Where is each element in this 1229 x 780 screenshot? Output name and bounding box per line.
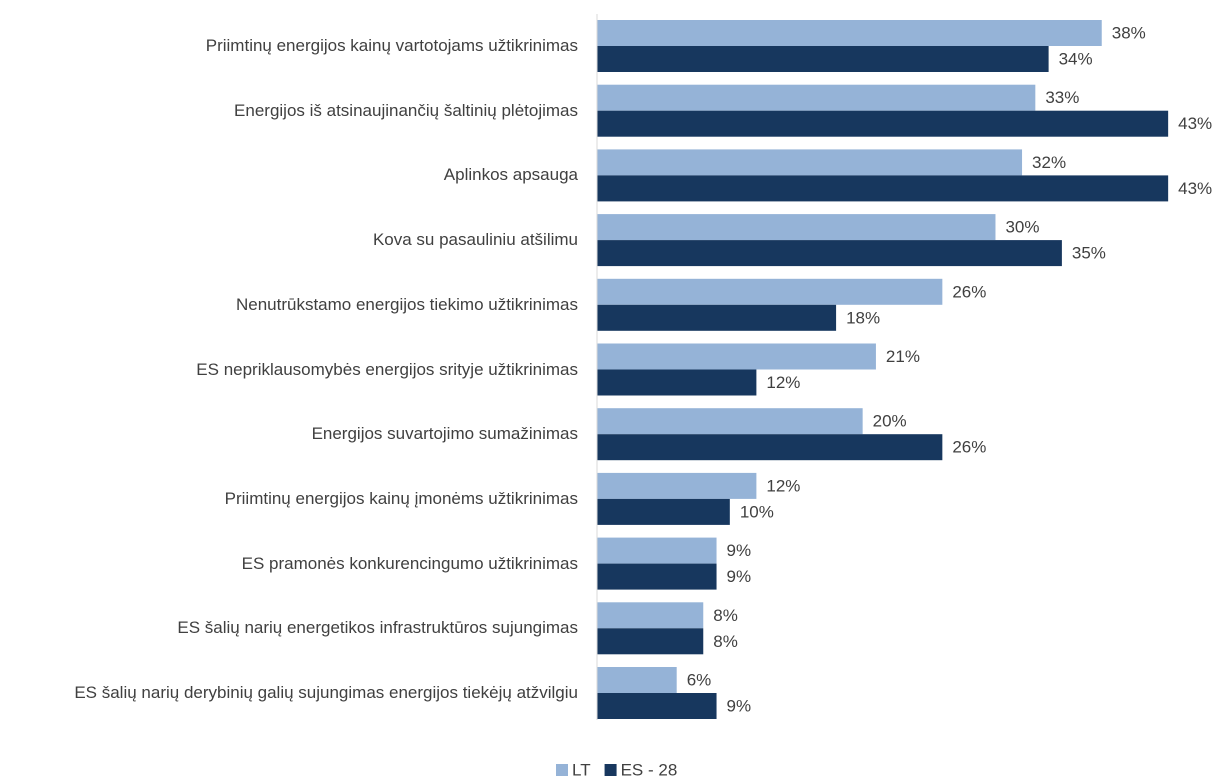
value-label: 35% <box>1072 244 1106 263</box>
bar <box>597 214 996 241</box>
category-text: ES šalių narių energetikos infrastruktūr… <box>177 618 578 638</box>
category-text: Priimtinų energijos kainų vartotojams už… <box>205 36 578 55</box>
category-text: Aplinkos apsauga <box>443 165 578 185</box>
value-label: 21% <box>886 347 920 366</box>
value-label: 9% <box>727 567 752 586</box>
category-label: Kova su pasauliniu atšilimu <box>8 214 578 266</box>
category-label: ES pramonės konkurencingumo užtikrinimas <box>8 538 578 590</box>
value-label: 9% <box>727 696 752 715</box>
bar <box>597 278 943 305</box>
value-label: 12% <box>766 476 800 495</box>
value-label: 38% <box>1112 23 1146 42</box>
value-label: 32% <box>1032 153 1066 172</box>
bar <box>597 175 1169 202</box>
category-text: Energijos iš atsinaujinančių šaltinių pl… <box>234 100 578 120</box>
bar <box>597 602 704 629</box>
category-text: ES pramonės konkurencingumo užtikrinimas <box>241 553 578 573</box>
bar <box>597 498 730 525</box>
bar <box>597 408 863 435</box>
value-label: 20% <box>873 412 907 431</box>
legend-label: ES - 28 <box>621 760 678 779</box>
bar <box>597 667 677 693</box>
bar <box>597 628 704 655</box>
category-text: ES šalių narių derybinių galių sujungima… <box>74 683 578 702</box>
category-text: Kova su pasauliniu atšilimu <box>372 230 578 250</box>
bar <box>597 563 717 590</box>
category-text: Priimtinų energijos kainų įmonėms užtikr… <box>224 488 578 508</box>
category-text: Nenutrūkstamo energijos tiekimo užtikrin… <box>235 294 578 314</box>
category-text: Energijos suvartojimo sumažinimas <box>311 424 578 444</box>
category-label: ES šalių narių energetikos infrastruktūr… <box>8 602 578 654</box>
bar <box>597 369 757 396</box>
bar <box>597 46 1049 72</box>
bar <box>597 20 1102 46</box>
category-label: Priimtinų energijos kainų vartotojams už… <box>8 20 578 72</box>
value-label: 12% <box>766 373 800 392</box>
bar <box>597 304 837 331</box>
value-label: 10% <box>740 502 774 521</box>
value-label: 18% <box>846 308 880 327</box>
bar <box>597 472 757 499</box>
bar <box>597 343 876 370</box>
bar <box>597 149 1023 176</box>
value-label: 8% <box>713 606 738 625</box>
category-label: Energijos iš atsinaujinančių šaltinių pl… <box>8 85 578 137</box>
legend-swatch <box>604 764 617 776</box>
bar <box>597 434 943 461</box>
value-label: 34% <box>1059 49 1093 68</box>
value-label: 30% <box>1005 218 1039 237</box>
value-label: 9% <box>727 541 752 560</box>
category-label: Priimtinų energijos kainų įmonėms užtikr… <box>8 473 578 525</box>
bar <box>597 240 1062 267</box>
value-label: 26% <box>952 438 986 457</box>
category-label: Nenutrūkstamo energijos tiekimo užtikrin… <box>8 279 578 331</box>
value-label: 33% <box>1045 88 1079 107</box>
legend-label: LT <box>572 760 591 779</box>
bar <box>597 693 717 719</box>
value-label: 6% <box>687 670 712 689</box>
value-label: 26% <box>952 282 986 301</box>
value-label: 8% <box>713 632 738 651</box>
legend-swatch <box>556 764 568 776</box>
category-label: Aplinkos apsauga <box>8 149 578 201</box>
category-text: ES nepriklausomybės energijos srityje už… <box>196 359 578 379</box>
category-label: ES šalių narių derybinių galių sujungima… <box>8 667 578 719</box>
category-label: ES nepriklausomybės energijos srityje už… <box>8 344 578 396</box>
bar <box>597 110 1169 137</box>
bar <box>597 537 717 564</box>
value-label: 43% <box>1178 179 1212 198</box>
value-label: 43% <box>1178 114 1212 133</box>
category-label: Energijos suvartojimo sumažinimas <box>8 408 578 460</box>
bar <box>597 84 1036 111</box>
